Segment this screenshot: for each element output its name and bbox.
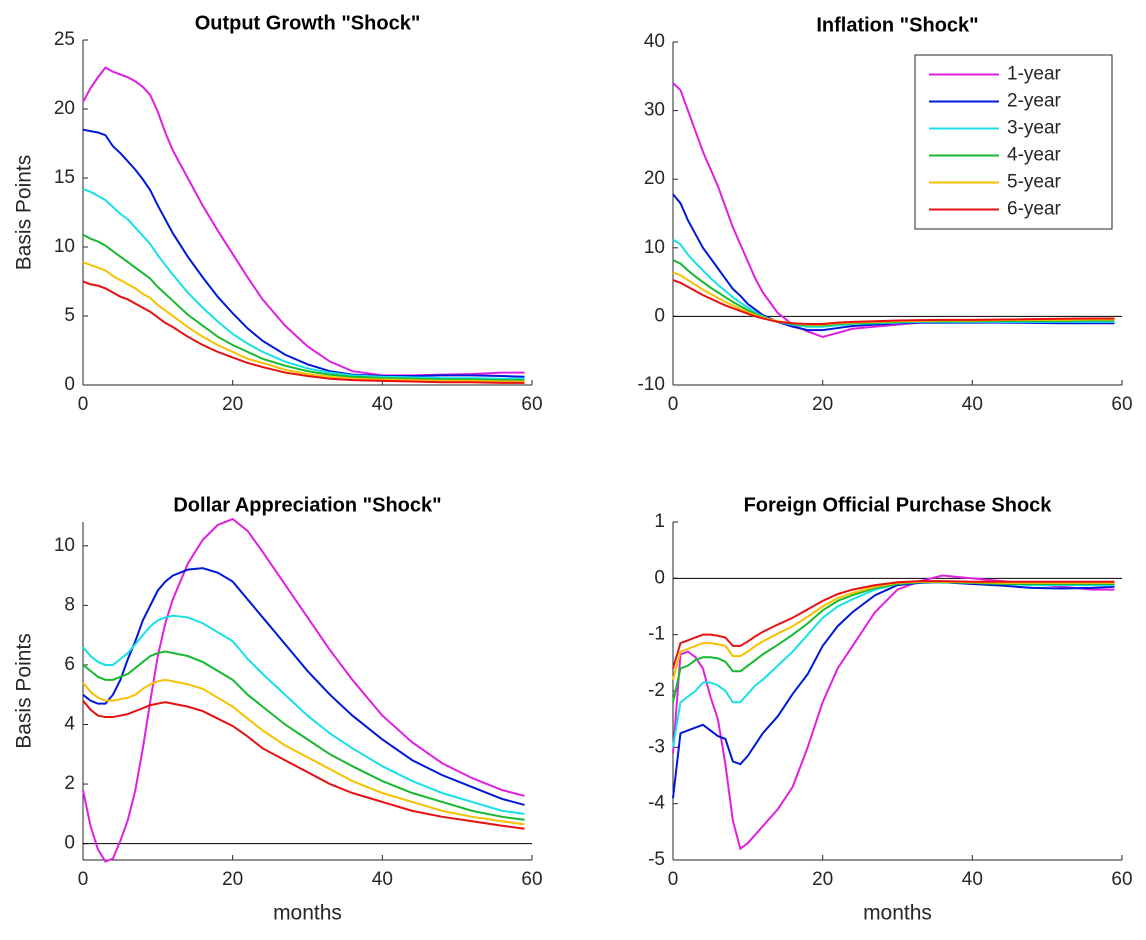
subplot-title: Output Growth "Shock" — [195, 12, 421, 34]
y-tick-label: 15 — [54, 167, 75, 188]
legend-label: 6-year — [1007, 199, 1062, 220]
series-line — [82, 614, 525, 815]
series-line — [672, 238, 1115, 328]
x-axis-label: months — [273, 902, 342, 925]
x-tick-label: 40 — [372, 394, 393, 415]
y-tick-label: -1 — [648, 624, 665, 645]
y-tick-label: 2 — [64, 773, 75, 794]
x-tick-label: 0 — [78, 869, 89, 890]
series-line — [82, 261, 525, 383]
series-line — [672, 581, 1115, 748]
series-line — [672, 574, 1115, 851]
series-line — [82, 650, 525, 821]
x-tick-label: 20 — [812, 394, 833, 415]
x-tick-label: 40 — [372, 869, 393, 890]
subplot: Foreign Official Purchase Shock months -5 -… — [648, 494, 1132, 924]
y-tick-label: 10 — [54, 535, 75, 556]
y-tick-label: 0 — [654, 305, 665, 326]
x-tick-label: 40 — [962, 869, 983, 890]
y-tick-label: 10 — [644, 237, 665, 258]
series-line — [672, 580, 1115, 669]
series-line — [82, 517, 525, 863]
y-tick-label: 8 — [64, 594, 75, 615]
y-tick-label: 40 — [644, 31, 665, 52]
series-line — [82, 66, 525, 377]
y-tick-label: 5 — [64, 305, 75, 326]
y-tick-label: -4 — [648, 793, 665, 814]
x-axis-label: months — [863, 902, 932, 925]
legend-box — [914, 54, 1113, 230]
y-tick-label: 20 — [54, 98, 75, 119]
x-tick-label: 20 — [222, 869, 243, 890]
series-line — [672, 279, 1115, 325]
series-line — [82, 567, 525, 806]
series-line — [82, 678, 525, 826]
x-tick-label: 0 — [668, 869, 679, 890]
series-line — [672, 581, 1115, 703]
x-tick-label: 40 — [962, 394, 983, 415]
x-tick-label: 20 — [812, 869, 833, 890]
y-tick-label: 6 — [64, 654, 75, 675]
y-tick-label: 0 — [64, 833, 75, 854]
series-line — [82, 280, 525, 384]
x-tick-label: 0 — [668, 394, 679, 415]
x-tick-label: 60 — [1111, 394, 1132, 415]
y-tick-label: -2 — [648, 680, 665, 701]
series-line — [672, 259, 1115, 327]
y-tick-label: 20 — [644, 168, 665, 189]
x-tick-label: 60 — [521, 394, 542, 415]
y-tick-label: -5 — [648, 849, 665, 870]
series-line — [672, 580, 1115, 680]
x-tick-label: 0 — [78, 394, 89, 415]
y-tick-label: 10 — [54, 236, 75, 257]
legend-label: 2-year — [1007, 91, 1062, 112]
x-tick-label: 60 — [1111, 869, 1132, 890]
subplot-title: Foreign Official Purchase Shock — [744, 494, 1053, 516]
y-tick-label: 1 — [654, 511, 665, 532]
y-axis-label: Basis Points — [13, 155, 36, 271]
legend-label: 3-year — [1007, 118, 1062, 139]
y-tick-label: 0 — [64, 374, 75, 395]
legend: 1-year 2-year 3-year 4-year 5-year 6-year — [914, 54, 1113, 230]
subplot: Output Growth "Shock" Basis Points 0 5 10 15 2… — [13, 12, 543, 415]
legend-label: 1-year — [1007, 64, 1062, 85]
legend-label: 5-year — [1007, 172, 1062, 193]
legend-label: 4-year — [1007, 145, 1062, 166]
x-tick-label: 60 — [521, 869, 542, 890]
series-line — [82, 128, 525, 378]
x-tick-label: 20 — [222, 394, 243, 415]
series-line — [82, 233, 525, 382]
y-tick-label: 4 — [64, 714, 75, 735]
series-line — [672, 581, 1115, 799]
subplot-title: Dollar Appreciation "Shock" — [173, 494, 441, 516]
y-tick-label: 25 — [54, 29, 75, 50]
subplot: Dollar Appreciation "Shock" Basis Points m… — [13, 494, 543, 924]
y-tick-label: -10 — [638, 374, 665, 395]
y-tick-label: -3 — [648, 736, 665, 757]
y-tick-label: 30 — [644, 100, 665, 121]
subplot-title: Inflation "Shock" — [816, 14, 978, 36]
series-line — [82, 188, 525, 380]
y-tick-label: 0 — [654, 567, 665, 588]
y-axis-label: Basis Points — [13, 633, 36, 749]
series-line — [82, 700, 525, 830]
